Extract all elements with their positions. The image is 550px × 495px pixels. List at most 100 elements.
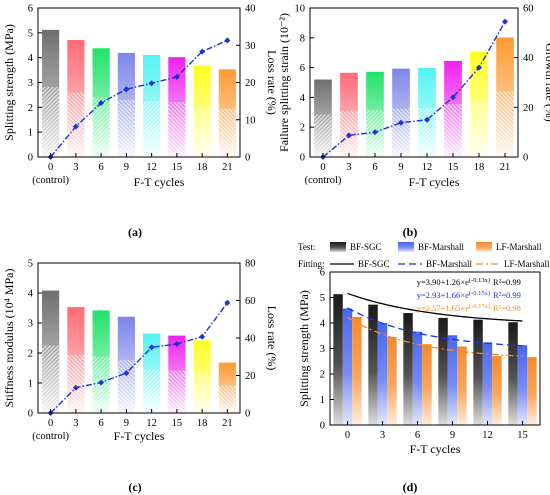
x-tick-label: 21 <box>222 162 233 173</box>
y-tick-label: 0 <box>28 153 33 164</box>
line-marker <box>372 129 378 136</box>
x-axis-title: F-T cycles <box>114 429 165 443</box>
y-tick-label: 2 <box>28 349 33 360</box>
line-marker <box>173 73 180 80</box>
bar-hatch <box>42 345 60 413</box>
legend-fitting-label: Fitting: <box>298 259 325 269</box>
loss-rate-line <box>50 302 228 414</box>
line-marker <box>98 99 105 106</box>
y-tick-label: 2 <box>320 370 325 381</box>
x-tick-label: 12 <box>146 162 157 173</box>
panel-label: (c) <box>128 480 141 494</box>
y-axis-title: Stiffness modulus (10⁴ MPa) <box>2 269 16 408</box>
bar-hatch <box>168 370 186 413</box>
y-tick-label: 6 <box>300 63 305 74</box>
fit-r-squared: R²=0.99 <box>493 277 521 287</box>
x-axis-title: F-T cycles <box>409 175 460 189</box>
x-tick-label: 18 <box>197 418 208 429</box>
y-tick-label: 0 <box>320 421 325 432</box>
bar-bf-marshall <box>447 335 458 425</box>
y-tick-label: 4 <box>28 289 34 300</box>
legend-label: BF-SGC <box>350 242 382 252</box>
y-tick-label: 5 <box>320 293 325 304</box>
x-tick-label: 9 <box>124 418 129 429</box>
fit-equation: y=2.93+1.66×e(-0.15x) <box>417 290 490 300</box>
bar-bf-sgc <box>438 317 448 425</box>
x-tick-label: 0 <box>48 162 53 173</box>
y2-tick-label: 80 <box>245 259 256 270</box>
y2-axis-title: Loss rate (%) <box>265 306 279 371</box>
legend-swatch <box>476 242 492 252</box>
y-axis-title: Splitting strength (MPa) <box>297 290 311 407</box>
x-tick-label: 15 <box>517 430 528 441</box>
bar-hatch <box>67 354 85 413</box>
y-tick-label: 3 <box>28 78 33 89</box>
x-tick-label: 21 <box>222 418 233 429</box>
bar-hatch <box>496 91 514 157</box>
line-marker <box>148 344 155 351</box>
bar-hatch <box>444 104 462 157</box>
y-tick-label: 1 <box>320 395 325 406</box>
fit-r-squared: R²=0.98 <box>493 303 521 313</box>
x-tick-label: 3 <box>380 430 385 441</box>
line-marker <box>502 18 508 25</box>
x-tick-label: 0 <box>345 430 350 441</box>
y2-tick-label: 20 <box>245 78 256 89</box>
y2-tick-label: 0 <box>523 153 528 164</box>
line-marker <box>148 80 155 87</box>
bar-hatch <box>168 102 186 157</box>
y2-tick-label: 0 <box>245 409 250 420</box>
legend-swatch <box>330 242 346 252</box>
y-axis-title: Splitting strength (MPa) <box>2 24 16 141</box>
equation-exponent: (-0.17x) <box>469 303 490 310</box>
bar-hatch <box>117 360 135 413</box>
bar-bf-sgc <box>333 294 343 425</box>
line-marker <box>98 379 105 386</box>
x-tick-label: 3 <box>73 162 78 173</box>
y-tick-label: 2 <box>28 103 33 114</box>
bar-bf-marshall <box>412 331 423 425</box>
bar-bf-marshall <box>517 345 528 425</box>
line-marker <box>224 299 231 306</box>
x-tick-label: 3 <box>346 162 351 173</box>
x-tick-sublabel: (control) <box>32 431 69 442</box>
y-tick-label: 1 <box>28 128 33 139</box>
equation-exponent: (-0.15x) <box>469 290 490 297</box>
panel-label: (b) <box>403 225 418 239</box>
x-tick-label: 12 <box>146 418 157 429</box>
bar-hatch <box>193 373 211 413</box>
y2-tick-label: 10 <box>245 115 256 126</box>
x-tick-label: 6 <box>99 418 104 429</box>
y2-tick-label: 0 <box>245 153 250 164</box>
fit-equation: y=3.90+1.26×e(-0.13x) <box>417 277 490 287</box>
y-tick-label: 6 <box>320 268 325 279</box>
y2-tick-label: 40 <box>245 334 256 345</box>
legend-swatch <box>398 242 414 252</box>
bar-lf-marshall <box>422 344 432 425</box>
x-tick-sublabel: (control) <box>305 175 342 186</box>
bar-hatch <box>392 108 410 157</box>
fit-curve-lf-marshall <box>347 316 523 357</box>
y-tick-label: 5 <box>28 28 33 39</box>
y2-axis-title: Loss rate (%) <box>265 50 279 115</box>
legend-test-label: Test: <box>298 242 315 252</box>
y-axis-title: Failure splitting strain (10⁻²) <box>277 13 291 152</box>
legend-fit-label: LF-Marshall <box>504 259 550 269</box>
bar-lf-marshall <box>492 356 502 425</box>
line-marker <box>72 384 79 391</box>
line-marker <box>424 116 430 123</box>
y2-tick-label: 20 <box>245 371 256 382</box>
y-tick-label: 4 <box>28 53 34 64</box>
y-tick-label: 8 <box>300 33 305 44</box>
line-marker <box>173 341 180 347</box>
bar-hatch <box>42 87 60 157</box>
y-tick-label: 4 <box>300 93 306 104</box>
equation-main: y=2.57+1.65×e <box>417 303 469 313</box>
line-marker <box>450 94 456 101</box>
legend: Test: Fitting: BF-SGC BF-Marshall LF-Marshal… <box>298 242 550 269</box>
y-tick-label: 2 <box>300 123 305 134</box>
bar-hatch <box>193 106 211 157</box>
fit-r-squared: R²=0.99 <box>493 290 521 300</box>
y2-axis-title: Growth rate (%) <box>543 43 550 122</box>
